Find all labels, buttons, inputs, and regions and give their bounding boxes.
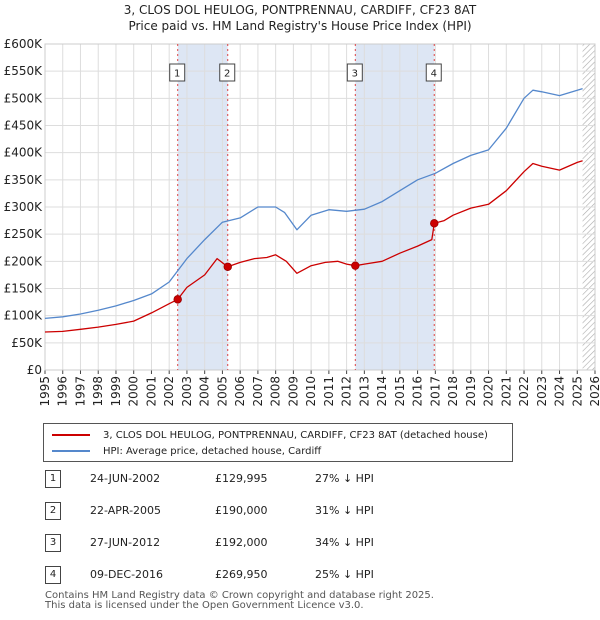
plot-border — [44, 43, 596, 371]
x-tick-label: 2003 — [180, 376, 194, 407]
y-tick-label: £250K — [4, 227, 44, 241]
y-tick-label: £500K — [4, 91, 44, 105]
x-tick-label: 1999 — [109, 376, 123, 407]
sale-badge — [219, 63, 236, 82]
y-tick-label: £300K — [4, 200, 44, 214]
x-tick-label: 2002 — [162, 376, 176, 407]
y-tick-label: £0 — [27, 363, 42, 377]
x-tick-label: 2009 — [286, 376, 300, 407]
sale-price: £269,950 — [215, 568, 268, 581]
property-price-line — [44, 160, 583, 333]
chart-title: 3, CLOS DOL HEULOG, PONTPRENNAU, CARDIFF… — [123, 3, 477, 17]
x-tick-label: 2020 — [482, 376, 496, 407]
footer-licence: This data is licensed under the Open Gov… — [45, 600, 364, 611]
sale-number-badge: 3 — [45, 534, 61, 552]
sale-row: 1 24-JUN-2002 £129,995 27% ↓ HPI — [0, 470, 600, 490]
legend: 3, CLOS DOL HEULOG, PONTPRENNAU, CARDIFF… — [43, 423, 513, 462]
x-tick-label: 2024 — [553, 376, 567, 407]
x-tick-label: 2025 — [570, 376, 584, 407]
hpi-line — [44, 87, 583, 320]
y-tick-label: £450K — [4, 119, 44, 133]
x-tick-label: 2013 — [357, 376, 371, 407]
price-chart: £0 £50K £100K £150K £200K £250K £300K £350K £400… — [4, 37, 600, 407]
x-tick-label: 1998 — [91, 376, 105, 407]
sale-badge-number: 2 — [224, 69, 230, 80]
sale-badge — [346, 63, 363, 82]
sale-hpi-diff: 34% ↓ HPI — [315, 536, 374, 549]
sale-row: 4 09-DEC-2016 £269,950 25% ↓ HPI — [0, 566, 600, 586]
sale-badge-number: 1 — [174, 69, 180, 80]
sale-price: £190,000 — [215, 504, 268, 517]
x-tick-label: 2001 — [144, 376, 158, 407]
sale-hpi-diff: 27% ↓ HPI — [315, 472, 374, 485]
sale-hpi-diff: 31% ↓ HPI — [315, 504, 374, 517]
x-tick-label: 2007 — [251, 376, 265, 407]
legend-property-swatch — [52, 434, 90, 436]
sale-point — [351, 261, 360, 270]
x-tick-label: 2014 — [375, 376, 389, 407]
x-tick-label: 2021 — [499, 376, 513, 407]
sale-number-badge: 2 — [45, 502, 61, 520]
sale-badge-number: 4 — [431, 69, 437, 80]
sale-number-badge: 4 — [45, 566, 61, 584]
y-tick-label: £100K — [4, 309, 44, 323]
x-tick-label: 2000 — [127, 376, 141, 407]
y-tick-label: £350K — [4, 173, 44, 187]
y-tick-label: £200K — [4, 254, 44, 268]
sale-date: 27-JUN-2012 — [90, 536, 161, 549]
x-tick-label: 1995 — [38, 376, 52, 407]
sale-date: 22-APR-2005 — [90, 504, 162, 517]
y-tick-label: £600K — [4, 37, 44, 51]
sale-date: 09-DEC-2016 — [90, 568, 164, 581]
x-tick-label: 2023 — [535, 376, 549, 407]
x-tick-label: 2018 — [446, 376, 460, 407]
footer-copyright: Contains HM Land Registry data © Crown c… — [45, 590, 434, 601]
x-tick-label: 2008 — [269, 376, 283, 407]
legend-item-property: 3, CLOS DOL HEULOG, PONTPRENNAU, CARDIFF… — [52, 428, 488, 442]
sale-badge-number: 3 — [352, 69, 358, 80]
x-tick-label: 2026 — [588, 376, 600, 407]
sale-price: £192,000 — [215, 536, 268, 549]
sale-number-badge: 1 — [45, 470, 61, 488]
x-tick-label: 2019 — [464, 376, 478, 407]
sale-point — [430, 219, 439, 228]
y-tick-label: £150K — [4, 282, 44, 296]
y-tick-label: £400K — [4, 146, 44, 160]
sale-row: 3 27-JUN-2012 £192,000 34% ↓ HPI — [0, 534, 600, 554]
legend-hpi-label: HPI: Average price, detached house, Card… — [103, 445, 322, 457]
x-tick-label: 1997 — [73, 376, 87, 407]
x-tick-label: 2011 — [322, 376, 336, 407]
chart-subtitle: Price paid vs. HM Land Registry's House … — [128, 19, 472, 33]
sale-point — [173, 295, 182, 304]
y-tick-label: £50K — [11, 336, 43, 350]
sale-badge — [169, 63, 186, 82]
x-tick-label: 2016 — [411, 376, 425, 407]
sale-badge — [425, 63, 442, 82]
x-tick-label: 2006 — [233, 376, 247, 407]
x-tick-label: 1996 — [56, 376, 70, 407]
x-tick-label: 2022 — [517, 376, 531, 407]
legend-hpi-swatch — [52, 450, 90, 452]
sale-price: £129,995 — [215, 472, 268, 485]
legend-item-hpi: HPI: Average price, detached house, Card… — [52, 444, 321, 458]
x-tick-label: 2015 — [393, 376, 407, 407]
sale-row: 2 22-APR-2005 £190,000 31% ↓ HPI — [0, 502, 600, 522]
x-tick-label: 2005 — [215, 376, 229, 407]
y-tick-label: £550K — [4, 64, 44, 78]
x-tick-label: 2017 — [428, 376, 442, 407]
sale-hpi-diff: 25% ↓ HPI — [315, 568, 374, 581]
x-tick-label: 2012 — [340, 376, 354, 407]
x-tick-label: 2004 — [198, 376, 212, 407]
x-tick-label: 2010 — [304, 376, 318, 407]
sale-date: 24-JUN-2002 — [90, 472, 161, 485]
footer: Contains HM Land Registry data © Crown c… — [45, 591, 434, 611]
sale-point — [223, 262, 232, 271]
legend-property-label: 3, CLOS DOL HEULOG, PONTPRENNAU, CARDIFF… — [103, 429, 488, 441]
